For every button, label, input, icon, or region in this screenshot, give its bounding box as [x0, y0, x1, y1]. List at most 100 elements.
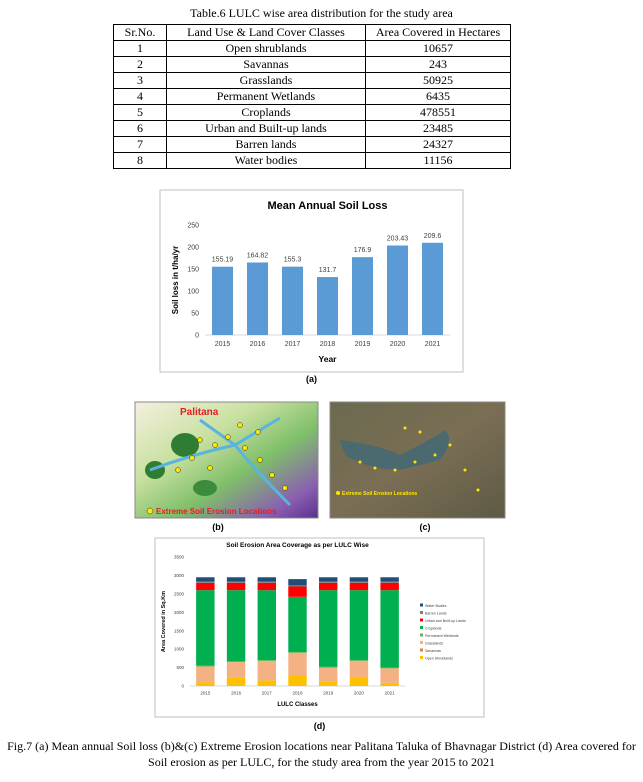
- table-cell: Land Use & Land Cover Classes: [166, 24, 366, 41]
- y-tick-label: 200: [187, 244, 199, 251]
- bar-segment: [226, 677, 246, 686]
- y-tick-label: 50: [191, 310, 199, 317]
- table-cell: 50925: [365, 72, 511, 89]
- caption-line: Soil erosion as per LULC, for the study …: [148, 755, 495, 769]
- bar-segment: [226, 582, 246, 591]
- chart-title: Mean Annual Soil Loss: [268, 200, 388, 212]
- bar-segment: [349, 660, 369, 661]
- chart-title: Soil Erosion Area Coverage as per LULC W…: [226, 542, 369, 549]
- bar-segment: [257, 582, 276, 591]
- reservoir: [340, 430, 449, 470]
- erosion-points: [358, 426, 480, 492]
- legend-swatch: [420, 603, 423, 607]
- bar-segment: [349, 582, 369, 591]
- map-background: [134, 401, 319, 519]
- bar-segment: [319, 681, 338, 686]
- caption-line: Fig.7 (a) Mean annual Soil loss (b)&(c) …: [7, 739, 636, 753]
- bar-segment: [257, 577, 276, 582]
- y-tick-label: 0: [181, 684, 184, 689]
- bar-segment: [349, 581, 369, 583]
- legend-marker: [336, 491, 340, 495]
- y-tick-label: 1500: [174, 628, 185, 633]
- y-tick-label: 1000: [174, 647, 185, 652]
- bar-segment: [196, 590, 215, 666]
- bar-segment: [226, 590, 246, 662]
- bar-segment: [319, 667, 338, 682]
- x-tick-label: 2016: [231, 691, 242, 696]
- y-axis-label: Soil loss in t/ha/yr: [171, 246, 180, 314]
- x-tick-label: 2018: [320, 341, 336, 348]
- x-tick-label: 2019: [355, 341, 371, 348]
- bar-segment: [226, 581, 246, 583]
- bar-segment: [226, 661, 246, 663]
- bar-segment: [196, 577, 215, 582]
- lulc-table: Sr.No. Land Use & Land Cover Classes Area …: [113, 24, 511, 169]
- bar-segment: [288, 586, 307, 597]
- legend-swatch: [420, 618, 423, 622]
- bar: [212, 266, 233, 335]
- bar-segment: [319, 577, 338, 582]
- x-tick-label: 2019: [323, 691, 334, 696]
- header-row: Sr.No. Land Use & Land Cover Classes Area …: [113, 24, 511, 41]
- bar: [282, 266, 303, 335]
- x-tick-label: 2017: [285, 341, 301, 348]
- bar-segment: [196, 682, 215, 686]
- y-tick-label: 3000: [174, 573, 185, 578]
- bar-segment: [257, 590, 276, 661]
- bar-segment: [349, 660, 369, 677]
- legend-label: Permanent Wetlands: [425, 634, 459, 638]
- bar-segment: [196, 666, 215, 683]
- map-town: Palitana: [180, 407, 219, 418]
- bar-segment: [380, 581, 399, 583]
- x-tick-label: 2016: [250, 341, 266, 348]
- panel-label: (b): [212, 522, 224, 532]
- legend-swatch: [420, 656, 423, 659]
- erosion-points: [175, 422, 288, 491]
- bar-segment: [380, 667, 399, 669]
- x-tick-label: 2021: [425, 341, 441, 348]
- data-label: 164.82: [247, 252, 269, 259]
- data-label: 203.43: [387, 235, 409, 242]
- panel-label: (c): [420, 522, 431, 532]
- chart-frame: [159, 189, 464, 373]
- bar-segment: [319, 581, 338, 583]
- bar-segment: [288, 596, 307, 653]
- bar-segment: [380, 668, 399, 683]
- bar-segment: [380, 683, 399, 686]
- legend-swatch: [420, 641, 423, 644]
- x-tick-label: 2018: [292, 691, 303, 696]
- bar-segment: [196, 581, 215, 583]
- bar-segment: [226, 577, 246, 582]
- y-axis-label: Area Covered in Sq.Km: [161, 591, 167, 652]
- bar: [387, 245, 408, 335]
- legend-marker: [146, 507, 154, 515]
- x-tick-label: 2017: [262, 691, 273, 696]
- x-tick-label: 2020: [390, 341, 406, 348]
- data-label: 209.6: [424, 233, 442, 240]
- bar-segment: [226, 662, 246, 678]
- y-tick-label: 0: [195, 332, 199, 339]
- table-row: 5 Croplands 478551: [113, 104, 511, 121]
- legend-swatch: [420, 626, 423, 629]
- table-row: 4 Permanent Wetlands 6435: [113, 88, 511, 105]
- bar-segment: [288, 579, 307, 586]
- y-tick-label: 2000: [174, 610, 185, 615]
- bar-segment: [196, 582, 215, 591]
- x-tick-label: 2021: [385, 691, 396, 696]
- caption: Fig.7 (a) Mean annual Soil loss (b)&(c) …: [0, 738, 643, 770]
- bar-segment: [257, 581, 276, 583]
- bar-segment: [380, 577, 399, 582]
- bar-segment: [288, 585, 307, 587]
- y-tick-label: 2500: [174, 591, 185, 596]
- x-tick-label: 2015: [215, 341, 231, 348]
- table-cell: 11156: [365, 152, 511, 169]
- bar-segment: [380, 582, 399, 591]
- bar-segment: [288, 652, 307, 676]
- x-axis-label: Year: [319, 354, 338, 364]
- bar-segment: [319, 582, 338, 591]
- panel-label: (a): [306, 374, 317, 384]
- legend-label: Savannas: [425, 649, 441, 653]
- bar-segment: [319, 590, 338, 667]
- data-label: 131.7: [319, 267, 337, 274]
